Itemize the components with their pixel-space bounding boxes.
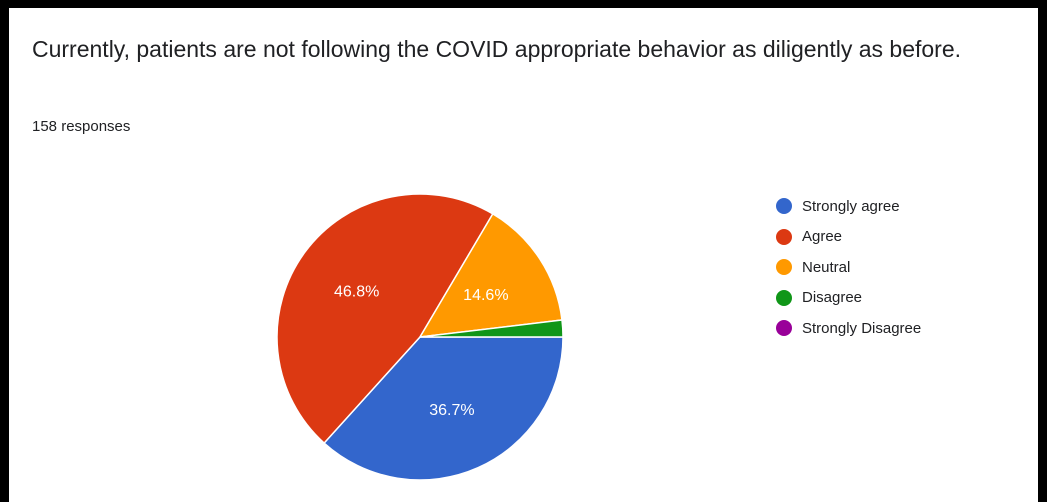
pie-chart: 36.7% 46.8% 14.6% <box>276 193 564 481</box>
legend-label: Agree <box>802 228 843 246</box>
legend-label: Disagree <box>802 289 863 307</box>
legend-item: Agree <box>776 222 921 253</box>
legend-label: Neutral <box>802 258 851 276</box>
legend-label: Strongly Disagree <box>802 319 922 337</box>
pie-slice-strongly-agree <box>323 336 564 481</box>
pie-slice-disagree <box>419 319 564 338</box>
chart-card: Currently, patients are not following th… <box>9 8 1038 502</box>
legend-swatch <box>776 259 792 276</box>
legend-swatch <box>776 289 792 306</box>
legend-item: Disagree <box>776 283 921 314</box>
legend-item: Strongly agree <box>776 191 921 222</box>
slice-data-label: 36.7% <box>429 402 474 419</box>
legend-item: Neutral <box>776 252 921 283</box>
legend-item: Strongly Disagree <box>776 313 921 344</box>
legend-swatch <box>776 320 792 337</box>
legend-swatch <box>776 198 792 215</box>
legend-swatch <box>776 228 792 245</box>
question-title: Currently, patients are not following th… <box>32 36 962 62</box>
pie-slice-agree <box>276 193 494 445</box>
response-count: 158 responses <box>32 118 131 135</box>
slice-data-label: 14.6% <box>463 287 508 304</box>
slice-data-label: 46.8% <box>334 283 379 300</box>
legend-label: Strongly agree <box>802 197 900 215</box>
pie-slice-neutral <box>418 212 563 338</box>
chart-legend: Strongly agree Agree Neutral Disagree Strong… <box>776 191 921 344</box>
